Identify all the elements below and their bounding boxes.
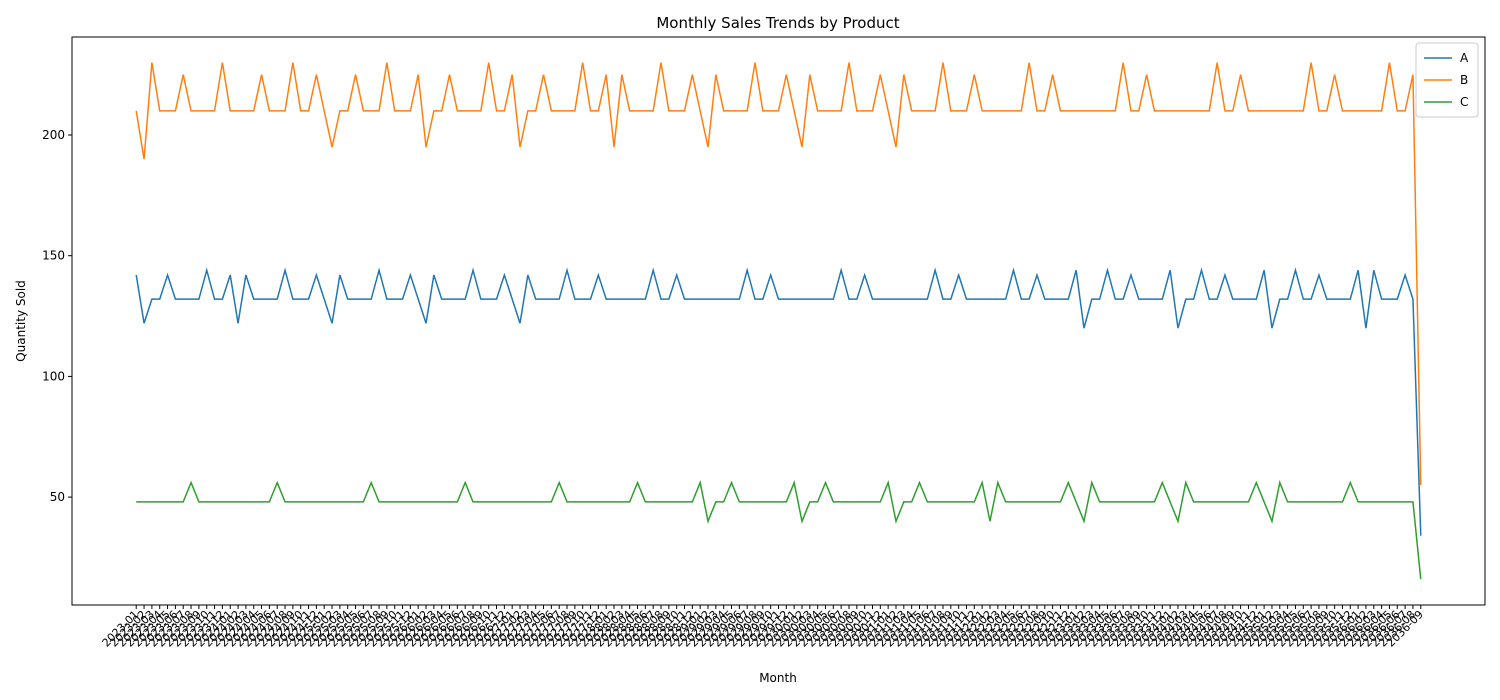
legend-label: A <box>1460 51 1469 65</box>
y-tick-label: 200 <box>42 128 65 142</box>
line-series <box>135 62 1422 486</box>
legend-label: C <box>1460 95 1468 109</box>
y-tick-label: 150 <box>42 249 65 263</box>
legend-label: B <box>1460 73 1468 87</box>
line-series <box>136 480 1422 580</box>
x-axis-label: Month <box>759 671 797 685</box>
chart-title: Monthly Sales Trends by Product <box>656 14 899 32</box>
line-series <box>135 267 1422 536</box>
y-axis-label: Quantity Sold <box>14 280 28 362</box>
y-tick-label: 50 <box>50 490 65 504</box>
y-tick-label: 100 <box>42 369 65 383</box>
